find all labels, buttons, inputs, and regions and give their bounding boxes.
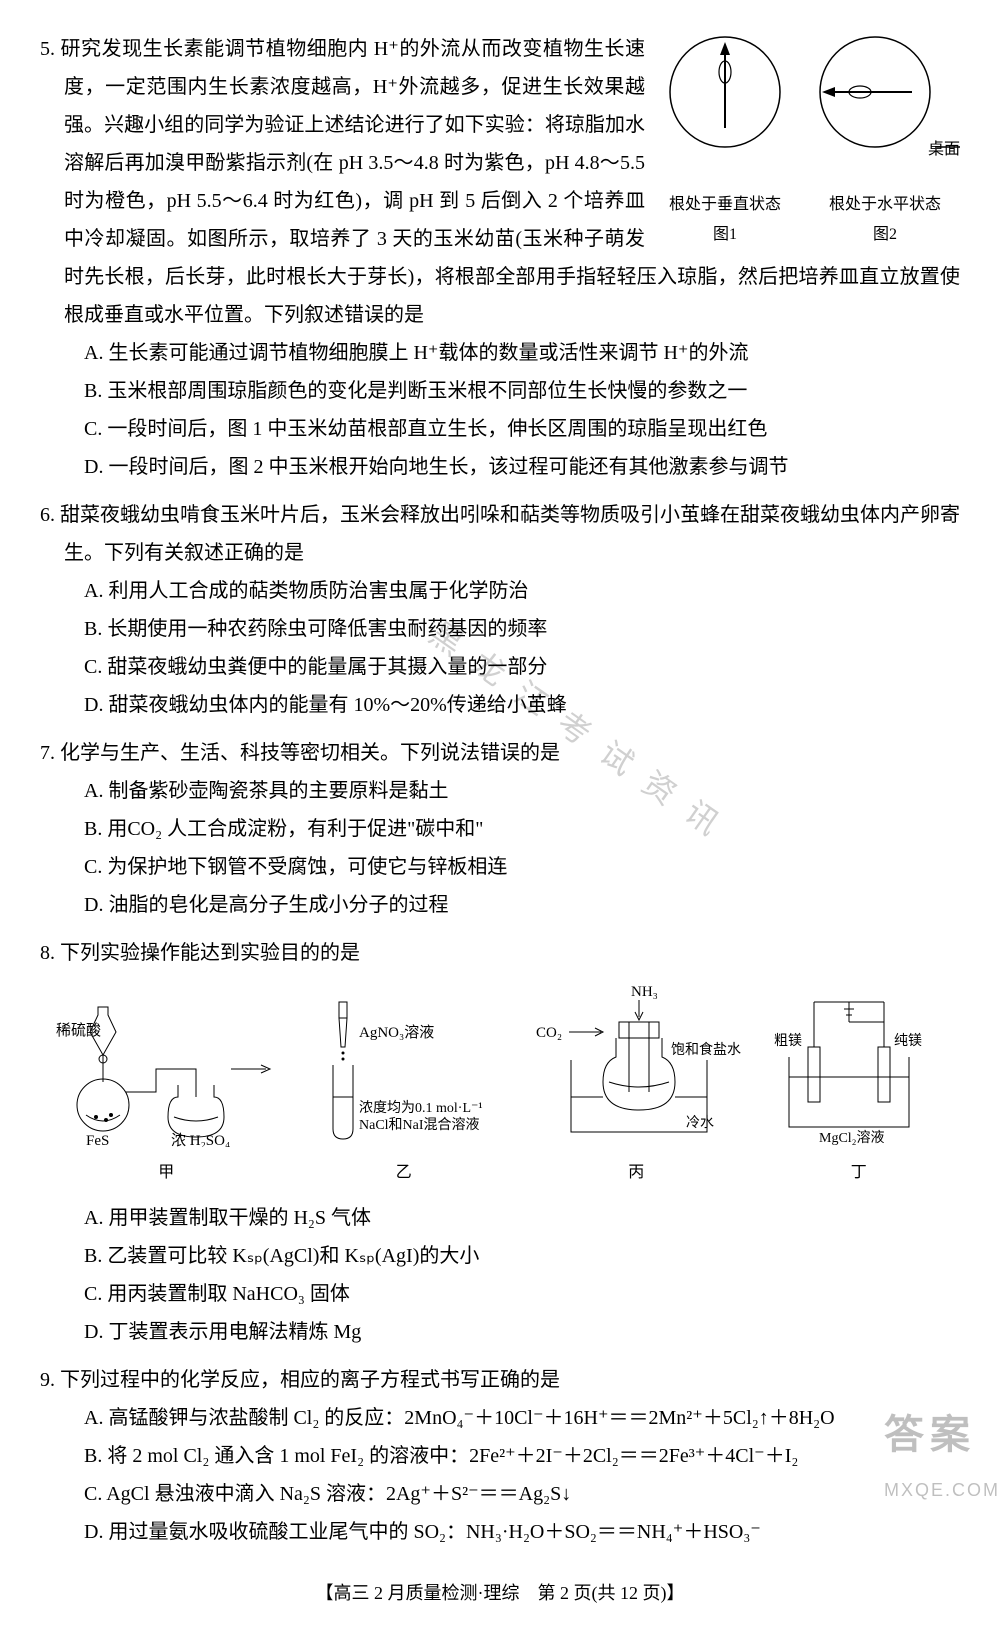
question-9: 9. 下列过程中的化学反应，相应的离子方程式书写正确的是 A. 高锰酸钾与浓盐酸… bbox=[40, 1361, 960, 1551]
q5-options: A. 生长素可能通过调节植物细胞膜上 H⁺载体的数量或活性来调节 H⁺的外流 B… bbox=[40, 334, 960, 486]
fig1-caption2: 图1 bbox=[660, 220, 790, 250]
svg-text:纯镁: 纯镁 bbox=[894, 1033, 922, 1049]
q9-option-a: A. 高锰酸钾与浓盐酸制 Cl₂ 的反应：2MnO₄⁻＋10Cl⁻＋16H⁺＝＝… bbox=[84, 1399, 960, 1437]
svg-text:CO₂: CO₂ bbox=[536, 1025, 562, 1041]
q7-stem: 7. 化学与生产、生活、科技等密切相关。下列说法错误的是 bbox=[40, 734, 960, 772]
q8-fig-bing: NH₃ CO₂ 饱和食盐水 冷水 丙 bbox=[531, 982, 741, 1189]
q9-option-b: B. 将 2 mol Cl₂ 通入含 1 mol FeI₂ 的溶液中：2Fe²⁺… bbox=[84, 1437, 960, 1475]
q5-option-c: C. 一段时间后，图 1 中玉米幼苗根部直立生长，伸长区周围的琼脂呈现出红色 bbox=[84, 410, 960, 448]
corner-watermark: 答案 MXQE.COM bbox=[884, 1397, 1000, 1507]
q8-option-d: D. 丁装置表示用电解法精炼 Mg bbox=[84, 1313, 960, 1351]
fig-label-bing: 丙 bbox=[531, 1158, 741, 1188]
page-footer: 【高三 2 月质量检测·理综 第 2 页(共 12 页)】 bbox=[40, 1576, 960, 1610]
q7-options: A. 制备紫砂壶陶瓷茶具的主要原料是黏土 B. 用CO₂ 人工合成淀粉，有利于促… bbox=[40, 772, 960, 924]
q7-option-a: A. 制备紫砂壶陶瓷茶具的主要原料是黏土 bbox=[84, 772, 960, 810]
corner-line2: MXQE.COM bbox=[884, 1473, 1000, 1507]
fig1-caption1: 根处于垂直状态 bbox=[660, 190, 790, 220]
q8-fig-yi: AgNO₃溶液 浓度均为0.1 mol·L⁻¹ NaCl和NaI混合溶液 乙 bbox=[309, 997, 499, 1189]
q8-option-a: A. 用甲装置制取干燥的 H₂S 气体 bbox=[84, 1199, 960, 1237]
table-label: 桌面 bbox=[928, 135, 960, 165]
svg-text:MgCl₂溶液: MgCl₂溶液 bbox=[819, 1130, 885, 1146]
svg-text:NaCl和NaI混合溶液: NaCl和NaI混合溶液 bbox=[359, 1117, 480, 1133]
q8-option-c: C. 用丙装置制取 NaHCO₃ 固体 bbox=[84, 1275, 960, 1313]
question-6: 6. 甜菜夜蛾幼虫啃食玉米叶片后，玉米会释放出吲哚和萜类等物质吸引小茧蜂在甜菜夜… bbox=[40, 496, 960, 724]
q8-figure-row: 稀硫酸 FeS 浓 H₂SO₄ 甲 AgNO₃溶液 浓度均为0.1 mol·L⁻… bbox=[40, 982, 960, 1189]
q5-option-a: A. 生长素可能通过调节植物细胞膜上 H⁺载体的数量或活性来调节 H⁺的外流 bbox=[84, 334, 960, 372]
q9-stem: 9. 下列过程中的化学反应，相应的离子方程式书写正确的是 bbox=[40, 1361, 960, 1399]
q7-option-b: B. 用CO₂ 人工合成淀粉，有利于促进"碳中和" bbox=[84, 810, 960, 848]
svg-text:饱和食盐水: 饱和食盐水 bbox=[671, 1041, 741, 1058]
q5-option-b: B. 玉米根部周围琼脂颜色的变化是判断玉米根不同部位生长快慢的参数之一 bbox=[84, 372, 960, 410]
q5-diagram-svg bbox=[660, 30, 960, 190]
q8-option-b: B. 乙装置可比较 Kₛₚ(AgCl)和 Kₛₚ(AgI)的大小 bbox=[84, 1237, 960, 1275]
q8-fig-ding: 粗镁 纯镁 MgCl₂溶液 丁 bbox=[774, 997, 944, 1189]
svg-text:AgNO₃溶液: AgNO₃溶液 bbox=[359, 1024, 434, 1041]
fig-label-ding: 丁 bbox=[774, 1158, 944, 1188]
q5-option-d: D. 一段时间后，图 2 中玉米根开始向地生长，该过程可能还有其他激素参与调节 bbox=[84, 448, 960, 486]
svg-text:NH₃: NH₃ bbox=[631, 984, 658, 1000]
q6-option-a: A. 利用人工合成的萜类物质防治害虫属于化学防治 bbox=[84, 572, 960, 610]
q8-options: A. 用甲装置制取干燥的 H₂S 气体 B. 乙装置可比较 Kₛₚ(AgCl)和… bbox=[40, 1199, 960, 1351]
svg-text:浓 H₂SO₄: 浓 H₂SO₄ bbox=[171, 1132, 230, 1147]
svg-text:FeS: FeS bbox=[86, 1133, 109, 1147]
q8-fig-jia: 稀硫酸 FeS 浓 H₂SO₄ 甲 bbox=[56, 997, 276, 1189]
fig2-caption2: 图2 bbox=[820, 220, 950, 250]
q9-options: A. 高锰酸钾与浓盐酸制 Cl₂ 的反应：2MnO₄⁻＋10Cl⁻＋16H⁺＝＝… bbox=[40, 1399, 960, 1551]
svg-text:浓度均为0.1 mol·L⁻¹: 浓度均为0.1 mol·L⁻¹ bbox=[359, 1100, 483, 1116]
q5-figures: 根处于垂直状态 图1 根处于水平状态 图2 桌面 bbox=[660, 30, 960, 251]
q7-option-d: D. 油脂的皂化是高分子生成小分子的过程 bbox=[84, 886, 960, 924]
q7-option-c: C. 为保护地下钢管不受腐蚀，可使它与锌板相连 bbox=[84, 848, 960, 886]
fig2-caption1: 根处于水平状态 bbox=[820, 190, 950, 220]
corner-line1: 答案 bbox=[884, 1397, 1000, 1473]
question-5: 根处于垂直状态 图1 根处于水平状态 图2 桌面 5. 研究发现生长素能调节植物… bbox=[40, 30, 960, 486]
fig-label-jia: 甲 bbox=[56, 1158, 276, 1188]
q6-options: A. 利用人工合成的萜类物质防治害虫属于化学防治 B. 长期使用一种农药除虫可降… bbox=[40, 572, 960, 724]
q8-stem: 8. 下列实验操作能达到实验目的的是 bbox=[40, 934, 960, 972]
svg-text:稀硫酸: 稀硫酸 bbox=[56, 1022, 101, 1039]
question-8: 8. 下列实验操作能达到实验目的的是 稀硫酸 bbox=[40, 934, 960, 1351]
q6-stem: 6. 甜菜夜蛾幼虫啃食玉米叶片后，玉米会释放出吲哚和萜类等物质吸引小茧蜂在甜菜夜… bbox=[40, 496, 960, 572]
question-7: 黑龙江考试资讯 7. 化学与生产、生活、科技等密切相关。下列说法错误的是 A. … bbox=[40, 734, 960, 924]
q6-option-b: B. 长期使用一种农药除虫可降低害虫耐药基因的频率 bbox=[84, 610, 960, 648]
q6-option-d: D. 甜菜夜蛾幼虫体内的能量有 10%～20%传递给小茧蜂 bbox=[84, 686, 960, 724]
q9-option-d: D. 用过量氨水吸收硫酸工业尾气中的 SO₂：NH₃·H₂O＋SO₂＝＝NH₄⁺… bbox=[84, 1513, 960, 1551]
q6-option-c: C. 甜菜夜蛾幼虫粪便中的能量属于其摄入量的一部分 bbox=[84, 648, 960, 686]
svg-text:冷水: 冷水 bbox=[686, 1115, 714, 1131]
svg-text:粗镁: 粗镁 bbox=[774, 1033, 802, 1049]
q9-option-c: C. AgCl 悬浊液中滴入 Na₂S 溶液：2Ag⁺＋S²⁻＝＝Ag₂S↓ bbox=[84, 1475, 960, 1513]
fig-label-yi: 乙 bbox=[309, 1158, 499, 1188]
